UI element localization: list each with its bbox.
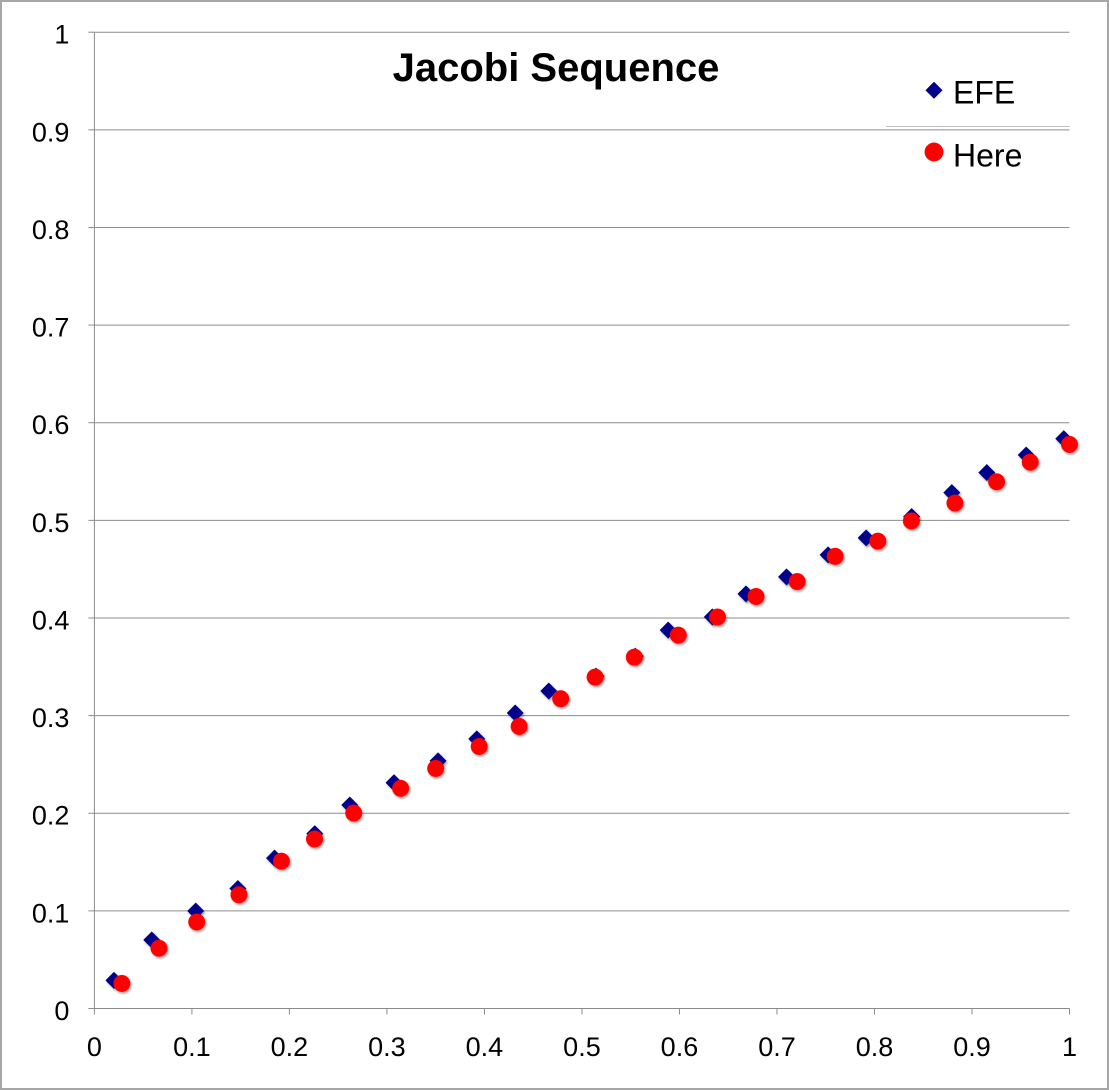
svg-text:0: 0 [87, 1032, 102, 1062]
svg-text:0.3: 0.3 [32, 703, 70, 733]
svg-text:0.8: 0.8 [856, 1032, 894, 1062]
svg-text:1: 1 [54, 20, 69, 50]
svg-text:0.9: 0.9 [32, 117, 70, 147]
svg-text:0.2: 0.2 [271, 1032, 309, 1062]
svg-text:0.6: 0.6 [32, 410, 70, 440]
svg-text:0.4: 0.4 [466, 1032, 504, 1062]
svg-text:1: 1 [1062, 1032, 1077, 1062]
svg-text:0.2: 0.2 [32, 801, 70, 831]
svg-text:0.1: 0.1 [32, 898, 70, 928]
svg-text:0.7: 0.7 [32, 313, 70, 343]
svg-text:0.5: 0.5 [32, 508, 70, 538]
svg-text:0.3: 0.3 [368, 1032, 406, 1062]
svg-text:0.6: 0.6 [661, 1032, 699, 1062]
svg-text:EFE: EFE [953, 75, 1015, 111]
svg-text:0: 0 [54, 996, 69, 1026]
svg-text:0.5: 0.5 [563, 1032, 601, 1062]
svg-text:0.8: 0.8 [32, 215, 70, 245]
svg-text:0.7: 0.7 [758, 1032, 796, 1062]
svg-text:Here: Here [953, 138, 1022, 174]
svg-text:0.9: 0.9 [953, 1032, 991, 1062]
svg-text:0.1: 0.1 [173, 1032, 211, 1062]
svg-text:0.4: 0.4 [32, 605, 70, 635]
